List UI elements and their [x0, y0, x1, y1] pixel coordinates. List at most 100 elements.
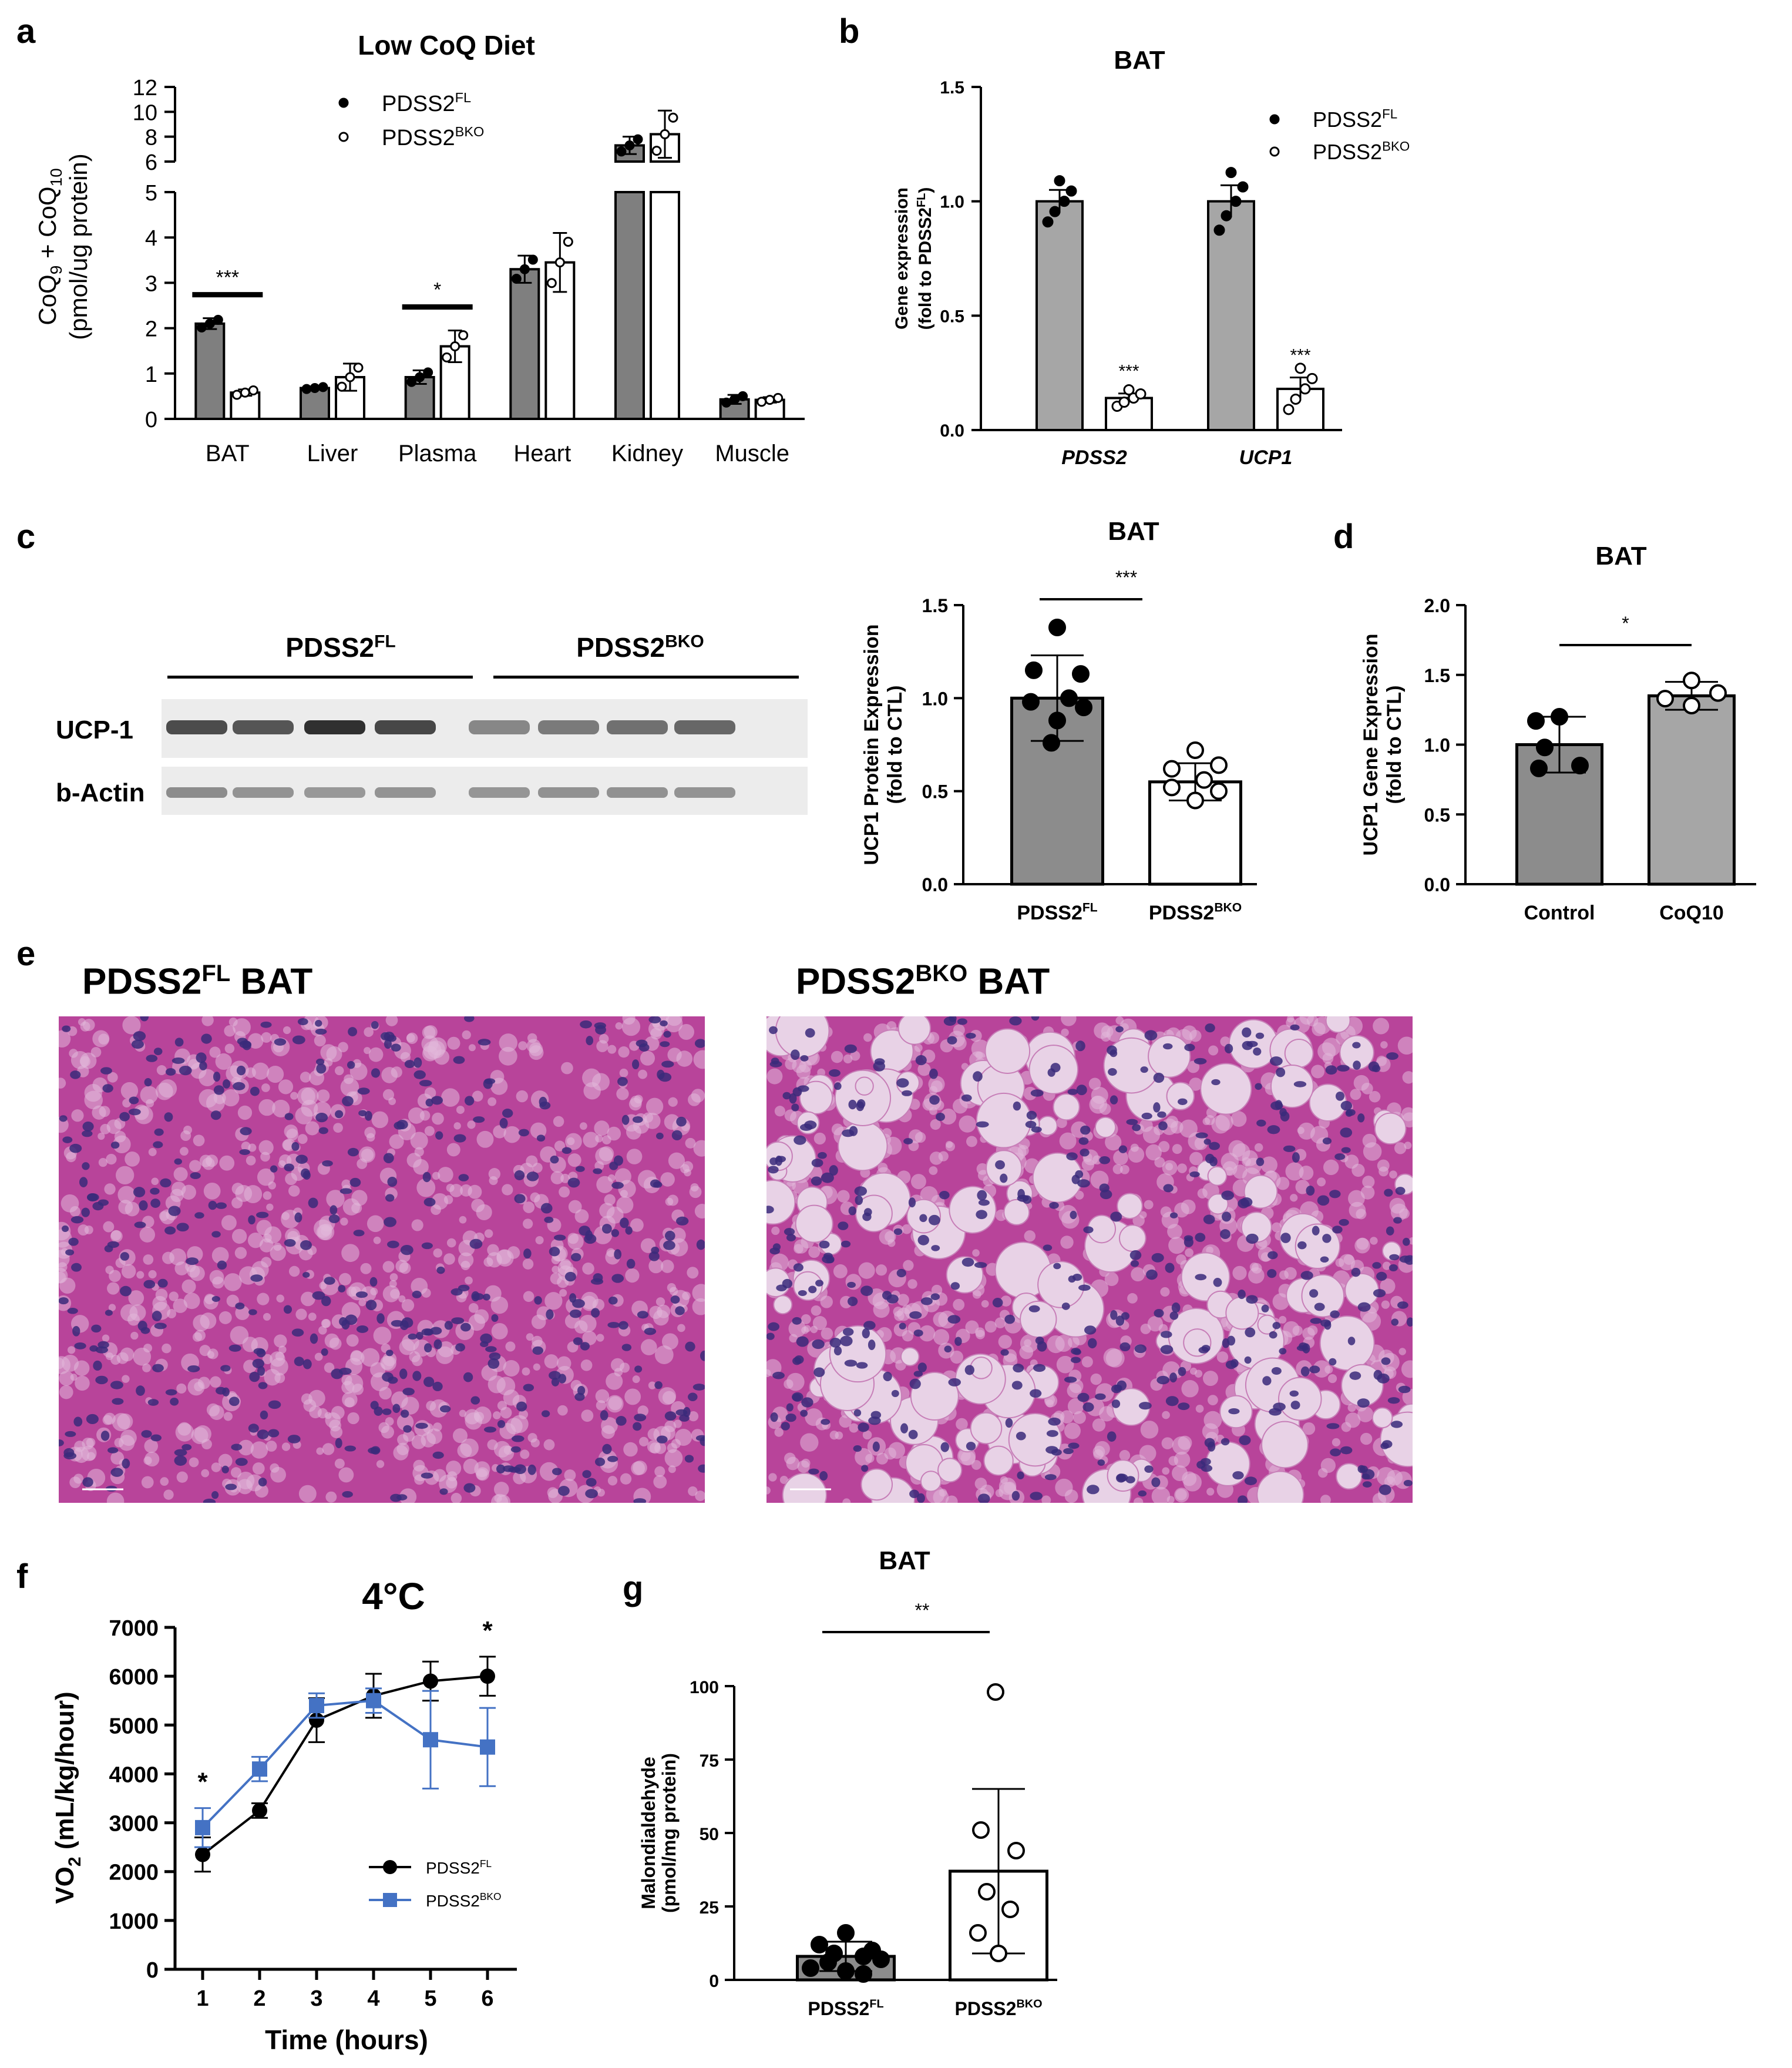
nucleus	[1028, 1305, 1040, 1312]
vacuole	[811, 1305, 822, 1316]
data-point	[1118, 397, 1130, 408]
nucleus	[1255, 1032, 1265, 1039]
nucleus	[70, 1070, 81, 1079]
nucleus	[1312, 1226, 1320, 1236]
nucleus	[365, 1300, 377, 1311]
chart-title-b: BAT	[1114, 46, 1165, 75]
vacuole	[1056, 1355, 1074, 1374]
vacuole	[526, 1155, 538, 1167]
nucleus	[698, 1464, 705, 1473]
lipid-droplet	[795, 1204, 833, 1243]
y-tick-label: 0.5	[922, 781, 948, 803]
lipid-droplet	[1336, 1463, 1363, 1490]
vacuole	[1272, 1293, 1290, 1310]
nucleus	[302, 1170, 311, 1180]
vacuole	[218, 1311, 232, 1324]
y-tick-label: 2.0	[1424, 595, 1450, 616]
nucleus	[248, 1215, 255, 1225]
vacuole	[858, 1262, 875, 1279]
vacuole	[346, 1334, 359, 1347]
nucleus	[1357, 1465, 1366, 1473]
nucleus	[260, 1021, 272, 1028]
vacuole	[432, 1112, 444, 1125]
nucleus	[110, 1468, 123, 1477]
vacuole	[499, 1047, 517, 1066]
nucleus	[95, 1346, 109, 1354]
nucleus	[549, 1371, 561, 1380]
nucleus	[335, 1438, 342, 1449]
vacuole	[361, 1286, 376, 1302]
nucleus	[302, 1359, 312, 1369]
significance-label: ***	[1290, 345, 1310, 365]
nucleus	[766, 1206, 774, 1214]
nucleus	[423, 1197, 436, 1207]
data-point	[1022, 693, 1040, 711]
nucleus	[401, 1317, 413, 1328]
vacuole	[850, 1050, 860, 1061]
data-point	[1049, 206, 1061, 217]
data-point	[1290, 393, 1302, 405]
vacuole	[105, 1265, 114, 1274]
vacuole	[476, 1204, 492, 1221]
vacuole	[530, 1192, 540, 1203]
significance-label: *	[197, 1768, 208, 1797]
nucleus	[176, 1223, 189, 1232]
vacuole	[446, 1238, 456, 1248]
data-point	[546, 278, 557, 288]
nucleus	[186, 1257, 199, 1265]
nucleus	[1373, 1289, 1386, 1298]
y-axis-label-units: (pmol/ug protein)	[65, 153, 92, 340]
nucleus	[1193, 1058, 1207, 1065]
vacuole	[1202, 1371, 1218, 1386]
nucleus	[526, 1171, 539, 1181]
nucleus	[502, 1465, 515, 1472]
nucleus	[187, 1365, 200, 1372]
vacuole	[180, 1147, 189, 1156]
vacuole	[447, 1036, 460, 1050]
nucleus	[1178, 1098, 1188, 1105]
nucleus	[1156, 1375, 1170, 1385]
data-point	[318, 382, 328, 392]
data-point	[1043, 734, 1060, 752]
nucleus	[292, 1035, 305, 1045]
nucleus	[1276, 1067, 1286, 1077]
nucleus	[638, 1043, 650, 1052]
vacuole	[218, 1453, 233, 1468]
vacuole	[1189, 1367, 1198, 1375]
vacuole	[1172, 1144, 1182, 1154]
x-tick-label: Liver	[307, 441, 358, 466]
lipid-droplet	[1037, 1261, 1085, 1308]
nucleus	[978, 1199, 990, 1206]
vacuole	[634, 1095, 643, 1104]
vacuole	[582, 1262, 594, 1275]
vacuole	[1381, 1300, 1390, 1309]
nucleus	[1068, 1275, 1076, 1283]
panel-letter-e: e	[16, 935, 36, 973]
nucleus	[700, 1436, 705, 1446]
nucleus	[201, 1033, 212, 1044]
vacuole	[443, 1253, 455, 1265]
lipid-droplet	[1148, 1035, 1191, 1078]
vacuole	[274, 1334, 287, 1348]
chart-title-c: BAT	[1108, 517, 1159, 546]
vacuole	[148, 1148, 157, 1156]
nucleus	[1121, 1312, 1130, 1320]
nucleus	[683, 1406, 691, 1417]
vacuole	[1335, 1258, 1344, 1267]
vacuole	[106, 1492, 125, 1503]
nucleus	[1362, 1469, 1375, 1480]
vacuole	[667, 1194, 678, 1206]
nucleus	[133, 1031, 146, 1041]
vacuole	[382, 1089, 394, 1101]
nucleus	[1228, 1408, 1240, 1415]
vacuole	[692, 1284, 705, 1302]
nucleus	[1245, 1327, 1256, 1338]
data-point	[773, 392, 784, 403]
vacuole	[281, 1442, 291, 1451]
vacuole	[146, 1099, 154, 1107]
nucleus	[798, 1290, 807, 1297]
vacuole	[1320, 1495, 1331, 1503]
nucleus	[611, 1274, 624, 1283]
vacuole	[136, 1271, 144, 1279]
vacuole	[1323, 1159, 1339, 1176]
